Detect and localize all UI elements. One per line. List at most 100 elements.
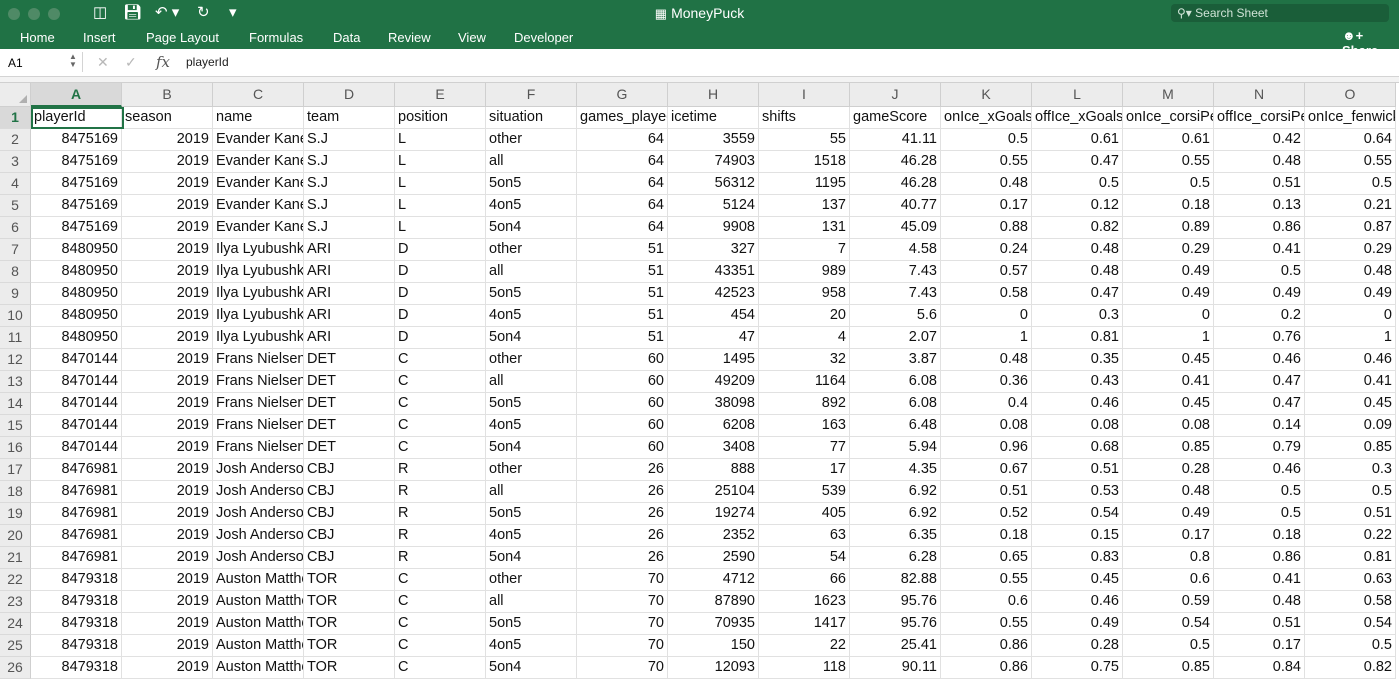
search-sheet-field[interactable]: ⚲▾ Search Sheet (1171, 4, 1389, 22)
column-header-k[interactable]: K (941, 83, 1032, 107)
table-cell[interactable]: 0.18 (941, 525, 1032, 547)
table-cell[interactable]: 55 (759, 129, 850, 151)
table-cell[interactable]: 2019 (122, 239, 213, 261)
table-cell[interactable]: 1495 (668, 349, 759, 371)
column-header-i[interactable]: I (759, 83, 850, 107)
tab-data[interactable]: Data (333, 30, 361, 45)
table-cell[interactable]: 0.17 (941, 195, 1032, 217)
table-cell[interactable]: 0.49 (1123, 503, 1214, 525)
table-cell[interactable]: 43351 (668, 261, 759, 283)
tab-home[interactable]: Home (20, 30, 55, 45)
table-cell[interactable]: 0.41 (1214, 239, 1305, 261)
table-cell[interactable]: Ilya Lyubushkin (213, 283, 304, 305)
table-cell[interactable]: 2019 (122, 305, 213, 327)
table-cell[interactable]: 0.86 (1214, 547, 1305, 569)
table-cell[interactable]: 0.46 (1214, 349, 1305, 371)
table-cell[interactable]: 90.11 (850, 657, 941, 679)
column-header-e[interactable]: E (395, 83, 486, 107)
table-cell[interactable]: 0.49 (1123, 283, 1214, 305)
row-header-17[interactable]: 17 (0, 459, 31, 481)
table-cell[interactable]: 0 (1123, 305, 1214, 327)
row-header-5[interactable]: 5 (0, 195, 31, 217)
table-cell[interactable]: 0.79 (1214, 437, 1305, 459)
table-cell[interactable]: 60 (577, 349, 668, 371)
table-cell[interactable]: other (486, 349, 577, 371)
table-cell[interactable]: 0.08 (941, 415, 1032, 437)
table-cell[interactable]: 0.15 (1032, 525, 1123, 547)
table-cell[interactable]: 2590 (668, 547, 759, 569)
table-cell[interactable]: 1 (941, 327, 1032, 349)
table-cell[interactable]: CBJ (304, 459, 395, 481)
table-cell[interactable]: 3.87 (850, 349, 941, 371)
table-cell[interactable]: 6.92 (850, 481, 941, 503)
header-cell[interactable]: offIce_corsiPercentage (1214, 107, 1305, 129)
table-cell[interactable]: Auston Matthews (213, 635, 304, 657)
table-cell[interactable]: D (395, 305, 486, 327)
table-cell[interactable]: S.J (304, 195, 395, 217)
table-cell[interactable]: 4.35 (850, 459, 941, 481)
table-cell[interactable]: 0.85 (1123, 437, 1214, 459)
table-cell[interactable]: 2019 (122, 415, 213, 437)
table-cell[interactable]: 2019 (122, 569, 213, 591)
header-cell[interactable]: situation (486, 107, 577, 129)
table-cell[interactable]: other (486, 569, 577, 591)
table-cell[interactable]: R (395, 481, 486, 503)
table-cell[interactable]: 0.51 (1214, 173, 1305, 195)
table-cell[interactable]: 0.5 (1123, 635, 1214, 657)
row-header-21[interactable]: 21 (0, 547, 31, 569)
table-cell[interactable]: 8476981 (31, 503, 122, 525)
table-cell[interactable]: Ilya Lyubushkin (213, 327, 304, 349)
table-cell[interactable]: 2019 (122, 503, 213, 525)
table-cell[interactable]: 0.84 (1214, 657, 1305, 679)
table-cell[interactable]: 405 (759, 503, 850, 525)
table-cell[interactable]: 0.86 (941, 635, 1032, 657)
table-cell[interactable]: 0.45 (1032, 569, 1123, 591)
table-cell[interactable]: 3559 (668, 129, 759, 151)
table-cell[interactable]: 2019 (122, 613, 213, 635)
table-cell[interactable]: 2019 (122, 349, 213, 371)
table-cell[interactable]: 0.64 (1305, 129, 1396, 151)
column-header-h[interactable]: H (668, 83, 759, 107)
table-cell[interactable]: 26 (577, 547, 668, 569)
table-cell[interactable]: 7 (759, 239, 850, 261)
header-cell[interactable]: name (213, 107, 304, 129)
column-header-f[interactable]: F (486, 83, 577, 107)
table-cell[interactable]: TOR (304, 657, 395, 679)
table-cell[interactable]: 3408 (668, 437, 759, 459)
save-icon[interactable]: 💾︎ (123, 4, 143, 21)
table-cell[interactable]: C (395, 569, 486, 591)
table-cell[interactable]: 5on4 (486, 217, 577, 239)
table-cell[interactable]: TOR (304, 635, 395, 657)
table-cell[interactable]: 1164 (759, 371, 850, 393)
table-cell[interactable]: 0.46 (1214, 459, 1305, 481)
table-cell[interactable]: 0.86 (941, 657, 1032, 679)
column-header-b[interactable]: B (122, 83, 213, 107)
row-header-25[interactable]: 25 (0, 635, 31, 657)
tab-developer[interactable]: Developer (514, 30, 574, 45)
header-cell[interactable]: playerId (31, 107, 122, 129)
table-cell[interactable]: 2019 (122, 591, 213, 613)
table-cell[interactable]: 0.85 (1305, 437, 1396, 459)
table-cell[interactable]: 4 (759, 327, 850, 349)
tab-formulas[interactable]: Formulas (249, 30, 304, 45)
table-cell[interactable]: ARI (304, 305, 395, 327)
table-cell[interactable]: 0.47 (1032, 283, 1123, 305)
header-cell[interactable]: team (304, 107, 395, 129)
table-cell[interactable]: 8475169 (31, 195, 122, 217)
table-cell[interactable]: Josh Anderson (213, 547, 304, 569)
table-cell[interactable]: all (486, 151, 577, 173)
table-cell[interactable]: 0.35 (1032, 349, 1123, 371)
table-cell[interactable]: 26 (577, 525, 668, 547)
table-cell[interactable]: 0.18 (1214, 525, 1305, 547)
table-cell[interactable]: 5.6 (850, 305, 941, 327)
table-cell[interactable]: 5on4 (486, 327, 577, 349)
table-cell[interactable]: 0 (1305, 305, 1396, 327)
row-header-13[interactable]: 13 (0, 371, 31, 393)
table-cell[interactable]: 9908 (668, 217, 759, 239)
table-cell[interactable]: ARI (304, 261, 395, 283)
table-cell[interactable]: 40.77 (850, 195, 941, 217)
name-box-stepper-icon[interactable]: ▲ ▼ (69, 52, 77, 69)
table-cell[interactable]: 0.5 (1305, 173, 1396, 195)
table-cell[interactable]: TOR (304, 613, 395, 635)
table-cell[interactable]: 8475169 (31, 173, 122, 195)
